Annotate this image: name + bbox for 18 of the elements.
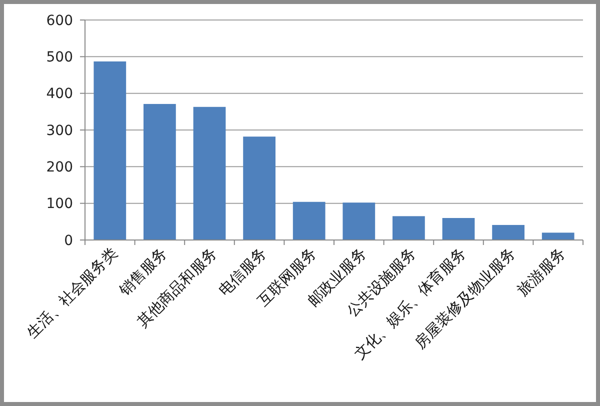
y-tick-label: 600 <box>46 12 73 29</box>
x-tick-label: 旅游服务 <box>514 244 569 300</box>
y-tick-label: 500 <box>46 50 73 66</box>
bar <box>442 218 475 240</box>
y-tick-label: 400 <box>46 86 73 102</box>
bar <box>342 202 376 240</box>
bar <box>193 106 226 240</box>
y-tick-label: 100 <box>46 196 73 212</box>
bar <box>492 224 524 240</box>
bar <box>144 104 176 240</box>
y-tick-label: 300 <box>46 122 73 139</box>
bar <box>94 61 126 240</box>
bar <box>392 216 425 240</box>
y-tick-label: 0 <box>64 232 73 249</box>
bar <box>542 232 574 240</box>
bar <box>292 202 326 240</box>
y-tick-label: 200 <box>46 160 73 176</box>
bar <box>243 136 276 240</box>
